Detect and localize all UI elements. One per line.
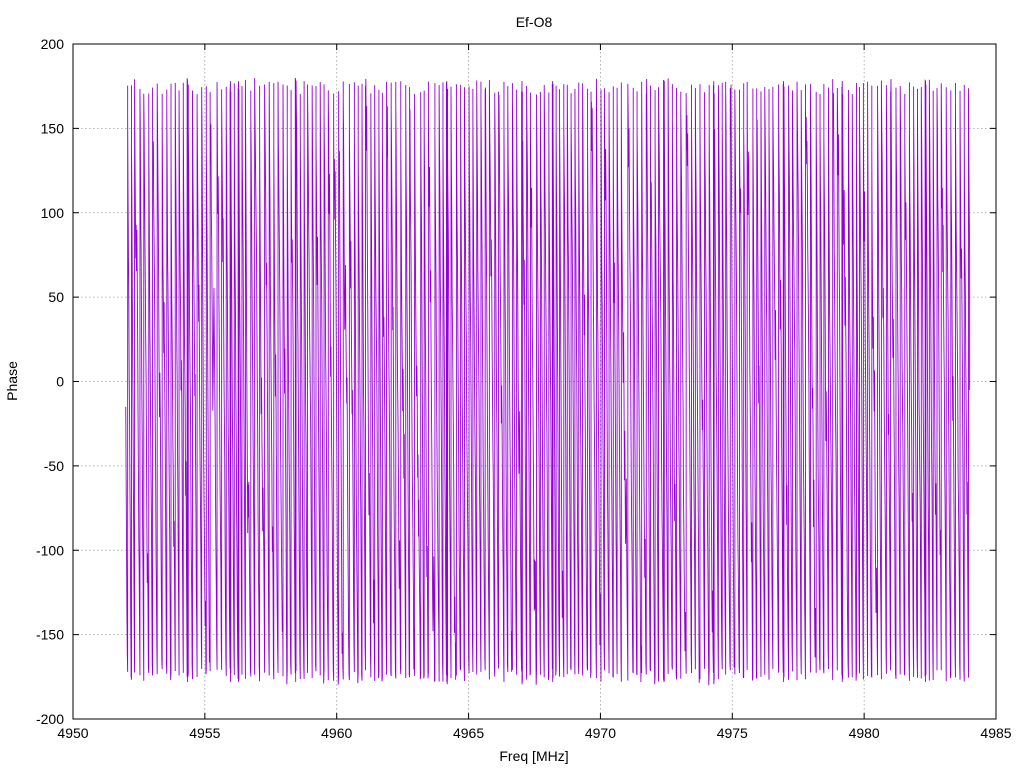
y-tick-label-5: 50 bbox=[48, 289, 64, 305]
y-tick-label-3: -50 bbox=[44, 458, 64, 474]
y-tick-label-7: 150 bbox=[41, 120, 65, 136]
y-tick-label-1: -150 bbox=[36, 627, 64, 643]
x-tick-label-3: 4965 bbox=[453, 725, 484, 741]
y-tick-label-6: 100 bbox=[41, 205, 65, 221]
y-axis-label: Phase bbox=[4, 361, 20, 401]
y-tick-label-2: -100 bbox=[36, 542, 64, 558]
tick-layer: 4950 4955 4960 4965 4970 4975 4980 4985 -200 -150… bbox=[36, 36, 1012, 741]
series-layer bbox=[125, 78, 971, 686]
x-tick-label-5: 4975 bbox=[717, 725, 748, 741]
chart-title: Ef-O8 bbox=[516, 14, 553, 30]
x-axis-label: Freq [MHz] bbox=[499, 748, 568, 764]
x-tick-label-7: 4985 bbox=[980, 725, 1011, 741]
y-tick-label-8: 200 bbox=[41, 36, 65, 52]
phase-series-line-0 bbox=[125, 78, 971, 686]
x-tick-label-6: 4980 bbox=[849, 725, 880, 741]
x-tick-label-0: 4950 bbox=[57, 725, 88, 741]
y-tick-label-4: 0 bbox=[56, 374, 64, 390]
x-tick-label-2: 4960 bbox=[321, 725, 352, 741]
x-tick-label-1: 4955 bbox=[189, 725, 220, 741]
y-tick-label-0: -200 bbox=[36, 711, 64, 727]
x-tick-label-4: 4970 bbox=[585, 725, 616, 741]
